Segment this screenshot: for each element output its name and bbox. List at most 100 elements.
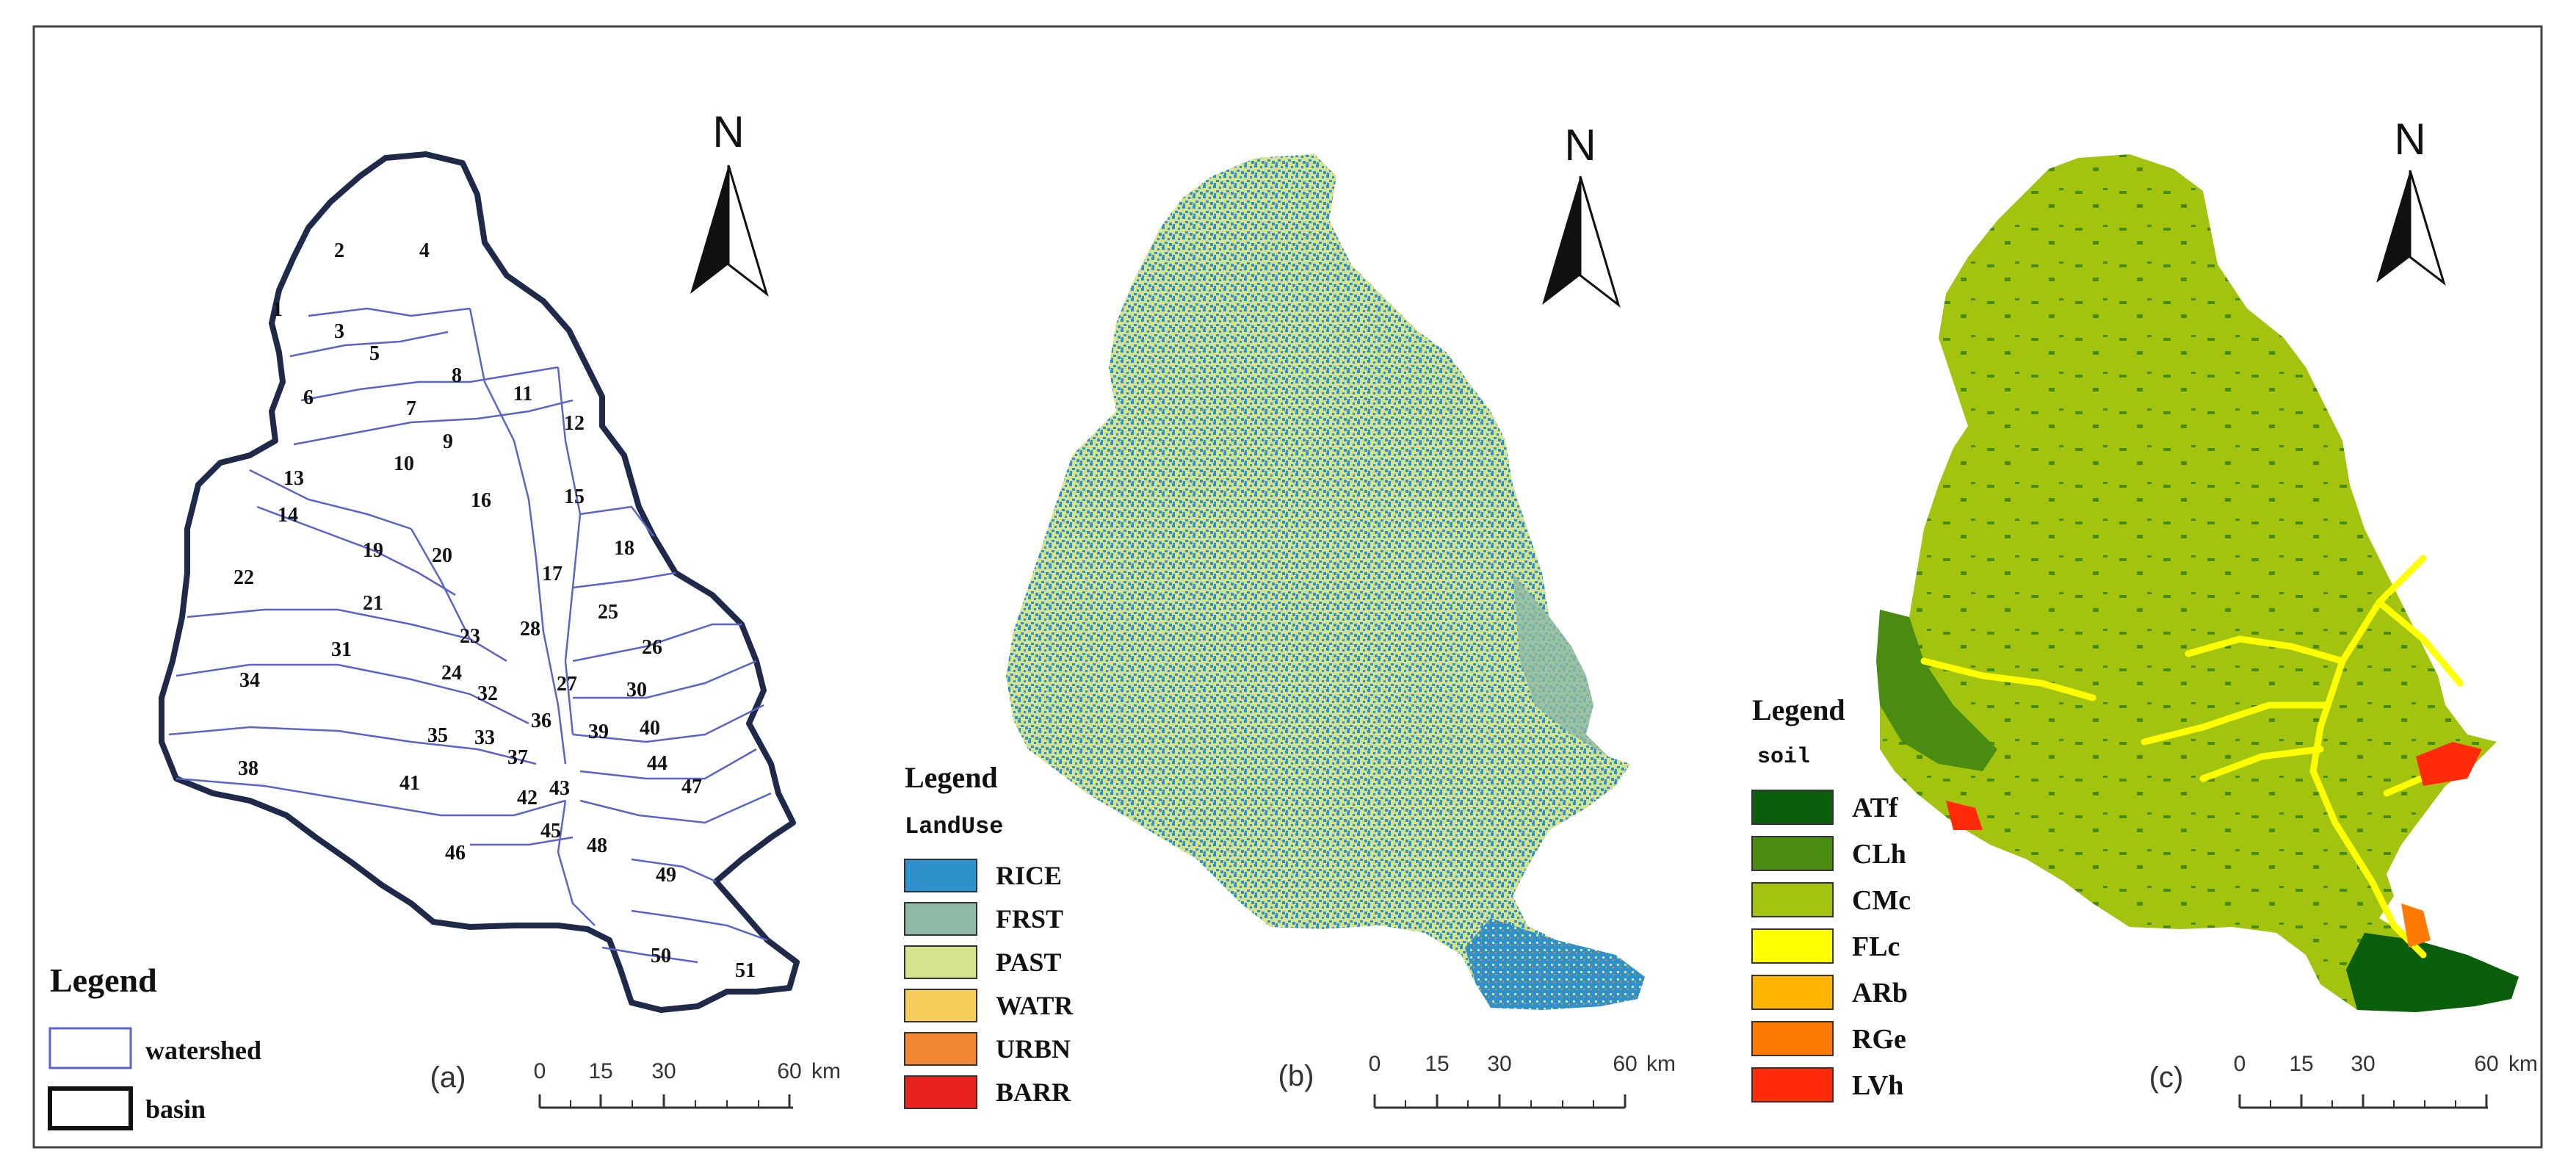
soil-legend-label-atf: ATf xyxy=(1852,793,1899,823)
scale-c-tick-15: 15 xyxy=(2289,1052,2313,1076)
scale-b-tick-0: 0 xyxy=(1369,1052,1381,1076)
soil-legend-swatch-arb xyxy=(1751,975,1834,1010)
soil-legend-label-rge: RGe xyxy=(1852,1024,1906,1055)
landuse-legend-swatch-urbn xyxy=(904,1032,977,1066)
subbasin-label-21: 21 xyxy=(363,592,383,615)
legend-subtitle-c: soil xyxy=(1757,745,1810,770)
scale-c-tick-30: 30 xyxy=(2351,1052,2375,1076)
subbasin-label-14: 14 xyxy=(278,504,298,527)
subbasin-label-43: 43 xyxy=(549,777,570,800)
soil-lvh-patch xyxy=(2416,742,2482,786)
subbasin-label-30: 30 xyxy=(626,679,647,701)
subbasin-label-9: 9 xyxy=(443,430,453,453)
subbasin-label-4: 4 xyxy=(419,239,430,262)
subbasin-label-26: 26 xyxy=(642,636,662,659)
landuse-legend-items: RICE FRST PAST WATR URBN BARR xyxy=(904,859,1074,1109)
subbasin-label-46: 46 xyxy=(445,842,466,865)
landuse-legend-swatch-barr xyxy=(904,1075,977,1109)
subbasin-label-47: 47 xyxy=(681,776,702,798)
subbasin-label-49: 49 xyxy=(656,864,676,887)
north-label-c: N xyxy=(2394,115,2425,164)
scale-a-tick-60: 60 xyxy=(777,1059,801,1083)
soil-legend-swatch-rge xyxy=(1751,1021,1834,1056)
legend-swatch-basin xyxy=(48,1086,133,1130)
subbasin-label-11: 11 xyxy=(513,383,532,405)
scale-b-tick-60: 60 xyxy=(1613,1052,1637,1076)
subbasin-label-17: 17 xyxy=(542,563,562,585)
landuse-legend-label-barr: BARR xyxy=(996,1078,1071,1107)
subbasin-label-50: 50 xyxy=(651,945,671,967)
subbasin-label-6: 6 xyxy=(303,386,314,409)
subbasin-label-22: 22 xyxy=(234,566,254,589)
subbasin-label-23: 23 xyxy=(460,625,480,648)
subbasin-label-8: 8 xyxy=(452,364,462,387)
panel-caption-c: (c) xyxy=(2149,1061,2184,1094)
subbasin-label-19: 19 xyxy=(363,539,383,562)
scale-a-tick-15: 15 xyxy=(588,1059,612,1083)
subbasin-label-15: 15 xyxy=(564,486,585,508)
soil-legend-label-arb: ARb xyxy=(1852,978,1908,1008)
soil-clh-zone xyxy=(1876,610,1997,771)
subbasin-label-37: 37 xyxy=(507,746,528,769)
subbasin-label-36: 36 xyxy=(531,710,551,732)
panel-b: N Legend LandUse RICE FRST PAST WATR URBN BAR… xyxy=(904,120,1676,1109)
legend-title-a: Legend xyxy=(50,961,157,999)
scale-b-tick-30: 30 xyxy=(1487,1052,1511,1076)
soil-map xyxy=(1880,154,2519,1012)
subbasin-label-51: 51 xyxy=(735,959,756,982)
landuse-legend-label-rice: RICE xyxy=(996,861,1062,890)
figure-border xyxy=(32,25,2543,1149)
scale-bar-a: 0 15 30 60 km xyxy=(534,1059,841,1109)
subbasin-label-34: 34 xyxy=(239,669,260,692)
north-arrow-icon xyxy=(1542,176,1621,308)
scale-bar-c: 0 15 30 60 km xyxy=(2234,1052,2538,1109)
subbasin-label-38: 38 xyxy=(238,757,258,780)
subbasin-label-18: 18 xyxy=(614,537,634,560)
north-arrow-icon xyxy=(690,165,769,297)
soil-legend-label-lvh: LVh xyxy=(1852,1070,1903,1101)
subbasin-label-16: 16 xyxy=(471,489,491,512)
panel-caption-b: (b) xyxy=(1278,1060,1314,1092)
scale-b-tick-15: 15 xyxy=(1425,1052,1449,1076)
subbasin-label-25: 25 xyxy=(598,601,618,624)
landuse-legend-label-frst: FRST xyxy=(996,904,1063,934)
soil-legend-label-cmc: CMc xyxy=(1852,885,1911,916)
subbasin-label-42: 42 xyxy=(517,787,538,809)
north-label-a: N xyxy=(712,107,744,156)
subbasin-label-40: 40 xyxy=(640,717,660,740)
soil-legend-swatch-flc xyxy=(1751,928,1834,964)
subbasin-label-27: 27 xyxy=(557,673,577,696)
landuse-legend-swatch-frst xyxy=(904,902,977,936)
scale-a-tick-0: 0 xyxy=(534,1059,546,1083)
subbasin-label-35: 35 xyxy=(427,724,448,747)
scale-bar-b: 0 15 30 60 km xyxy=(1369,1052,1676,1109)
legend-label-watershed: watershed xyxy=(145,1036,261,1065)
subbasin-label-12: 12 xyxy=(564,412,585,435)
scale-c-tick-60: 60 xyxy=(2474,1052,2498,1076)
subbasin-label-13: 13 xyxy=(283,467,304,490)
north-label-b: N xyxy=(1564,120,1596,170)
north-arrow-icon xyxy=(2376,170,2446,286)
legend-title-c: Legend xyxy=(1752,693,1845,726)
soil-lvh-patch xyxy=(1946,801,1983,830)
scale-a-tick-30: 30 xyxy=(651,1059,676,1083)
landuse-map xyxy=(1006,154,1645,1010)
subbasin-label-1: 1 xyxy=(272,298,283,321)
subbasin-label-5: 5 xyxy=(369,342,380,365)
scale-c-tick-0: 0 xyxy=(2234,1052,2246,1076)
subbasin-label-7: 7 xyxy=(406,397,416,420)
landuse-legend-label-urbn: URBN xyxy=(996,1034,1071,1064)
subbasin-label-28: 28 xyxy=(520,618,540,640)
landuse-legend-swatch-rice xyxy=(904,859,977,892)
subbasin-label-32: 32 xyxy=(477,682,498,705)
soil-legend-items: ATf CLh CMc FLc ARb RGe LVh xyxy=(1751,790,1911,1103)
subbasin-label-39: 39 xyxy=(588,721,609,743)
subbasin-label-31: 31 xyxy=(331,638,352,661)
soil-legend-label-clh: CLh xyxy=(1852,839,1906,870)
subbasin-label-41: 41 xyxy=(399,772,420,795)
soil-legend-label-flc: FLc xyxy=(1852,931,1900,962)
